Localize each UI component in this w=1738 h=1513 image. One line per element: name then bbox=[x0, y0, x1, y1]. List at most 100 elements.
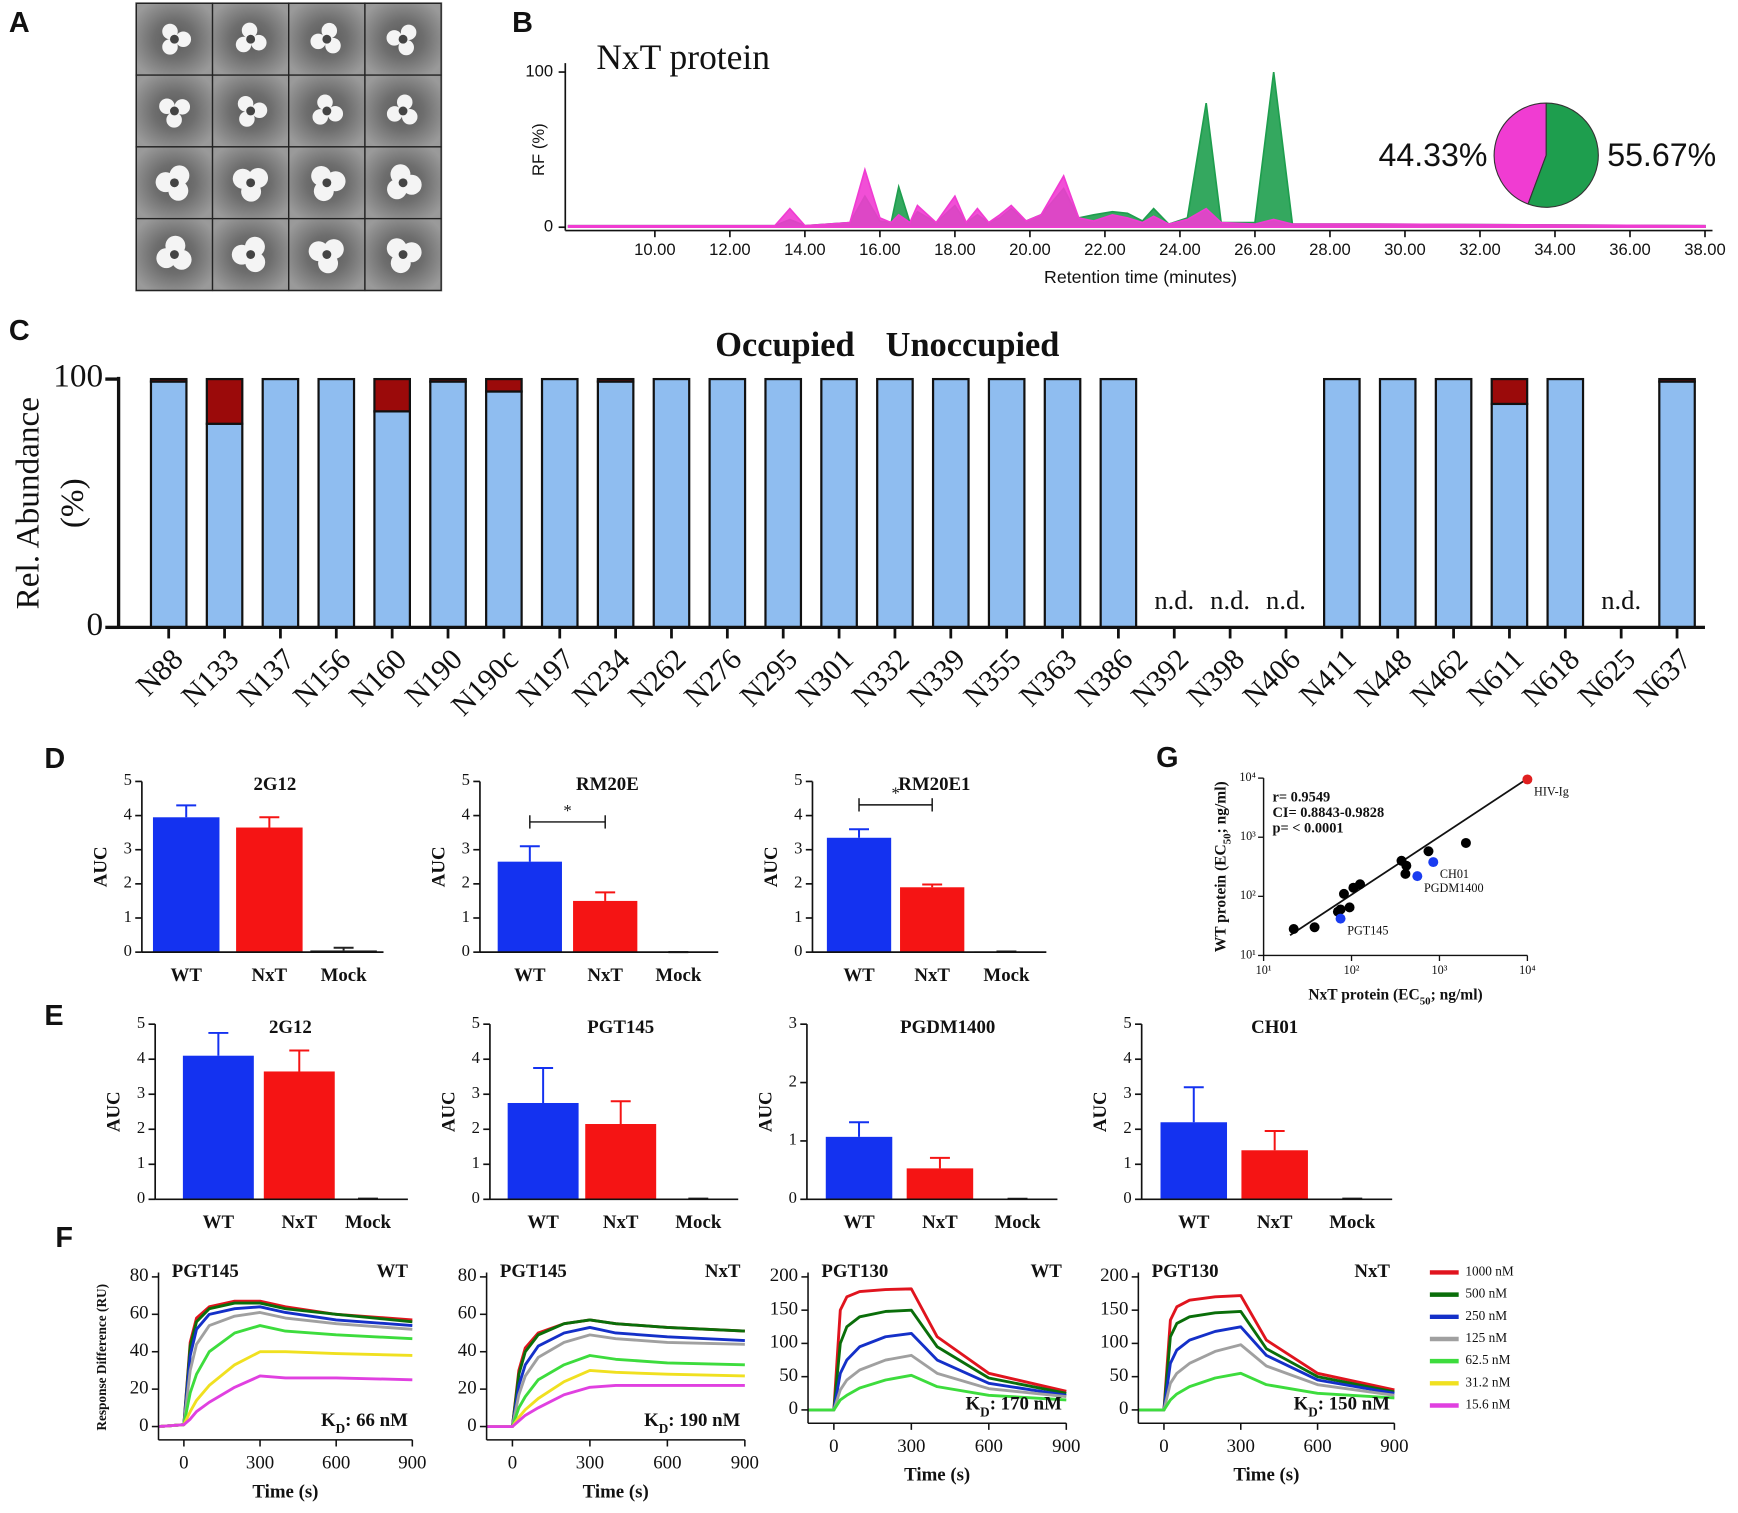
point-label: PGDM1400 bbox=[1424, 881, 1484, 895]
sensorgram bbox=[1138, 1325, 1395, 1412]
bar-segment bbox=[1490, 377, 1529, 406]
x-tick-label: 10⁴ bbox=[1519, 963, 1535, 977]
pie-slice bbox=[1493, 102, 1547, 205]
y-tick-label: 2 bbox=[472, 1118, 480, 1137]
error-bar bbox=[849, 1121, 869, 1137]
bar-segment bbox=[1546, 377, 1585, 629]
kd-label-part: K bbox=[966, 1394, 981, 1415]
point bbox=[1400, 868, 1411, 879]
x-tick-label: NxT bbox=[603, 1212, 639, 1233]
condition-label: WT bbox=[1030, 1261, 1062, 1282]
y-tick-label: 1 bbox=[472, 1153, 480, 1172]
particle-lobe bbox=[241, 181, 262, 202]
annotation: p= < 0.0001 bbox=[1272, 820, 1343, 836]
y-axis-label: AUC bbox=[755, 1091, 776, 1132]
particle-lobe bbox=[241, 22, 258, 39]
sensorgram bbox=[1138, 1343, 1395, 1412]
error-bar bbox=[533, 1066, 554, 1103]
image-cell bbox=[135, 217, 214, 292]
y-tick-label: 100 bbox=[770, 1332, 798, 1353]
x-tick-label: 600 bbox=[653, 1453, 681, 1474]
x-tick-label: 20.00 bbox=[1009, 240, 1051, 259]
annotation: n.d. bbox=[1210, 585, 1250, 615]
bar-segment bbox=[596, 380, 635, 629]
x-tick-label: 28.00 bbox=[1309, 240, 1351, 259]
y-tick-label: 150 bbox=[770, 1298, 798, 1319]
y-tick-label: 5 bbox=[1123, 1013, 1131, 1032]
x-tick-label: 0 bbox=[179, 1453, 188, 1474]
particle-core bbox=[398, 34, 408, 44]
point bbox=[1355, 879, 1366, 890]
y-tick-label: 2 bbox=[794, 873, 802, 892]
y-tick-label: 80 bbox=[130, 1265, 149, 1286]
point bbox=[1288, 924, 1299, 935]
annotation: r= 0.9549 bbox=[1272, 789, 1330, 805]
x-tick-label: 0 bbox=[829, 1436, 838, 1457]
y-tick-label: 20 bbox=[130, 1377, 149, 1398]
y-tick-label: 0 bbox=[789, 1398, 798, 1419]
x-tick-label: 600 bbox=[1303, 1436, 1331, 1457]
chart-title: PGT145 bbox=[172, 1261, 239, 1282]
legend-label: 15.6 nM bbox=[1465, 1397, 1510, 1412]
bar bbox=[906, 1168, 974, 1200]
y-tick-label: 0 bbox=[794, 941, 802, 960]
legend-label: Unoccupied bbox=[886, 326, 1060, 364]
chart-title: PGT145 bbox=[500, 1261, 567, 1282]
y-tick-label: 0 bbox=[544, 217, 553, 236]
bar-segment bbox=[1658, 380, 1696, 629]
x-tick-label: 600 bbox=[975, 1436, 1003, 1457]
kd-label-part: D bbox=[659, 1421, 669, 1436]
y-tick-label: 60 bbox=[130, 1303, 149, 1324]
sensorgram bbox=[158, 1374, 413, 1428]
y-tick-label: 0 bbox=[86, 606, 103, 643]
y-tick-label: 10¹ bbox=[1240, 947, 1256, 961]
particle-lobe bbox=[175, 31, 192, 47]
bar bbox=[1160, 1122, 1228, 1200]
chart-title: RM20E1 bbox=[898, 774, 970, 795]
y-tick-label: 200 bbox=[1100, 1265, 1128, 1286]
y-tick-label: 4 bbox=[472, 1048, 481, 1067]
x-tick-label: NxT bbox=[252, 965, 288, 986]
pie-slice bbox=[1527, 102, 1599, 208]
y-tick-label: 50 bbox=[1110, 1365, 1129, 1386]
significance-label: * bbox=[891, 784, 899, 803]
particle-core bbox=[246, 106, 256, 116]
bar bbox=[507, 1102, 579, 1200]
x-tick-label: 30.00 bbox=[1384, 240, 1426, 259]
y-tick-label: 1 bbox=[1123, 1153, 1131, 1172]
point bbox=[1335, 904, 1346, 915]
legend-label: 500 nM bbox=[1465, 1286, 1507, 1301]
x-tick-label: 300 bbox=[1227, 1436, 1255, 1457]
fit-line bbox=[1289, 777, 1528, 936]
kd-label-part: K bbox=[644, 1410, 659, 1431]
kd-label-part: : 190 nM bbox=[668, 1410, 740, 1431]
x-tick-label: Mock bbox=[321, 965, 368, 986]
point-label: CH01 bbox=[1440, 867, 1469, 881]
sensorgram bbox=[486, 1333, 745, 1428]
x-tick-label: 10³ bbox=[1432, 963, 1448, 977]
kd-label-part: D bbox=[980, 1404, 990, 1419]
particle-core bbox=[170, 34, 179, 44]
x-tick-label: 36.00 bbox=[1609, 240, 1651, 259]
kd-label-part: D bbox=[1308, 1404, 1318, 1419]
bar bbox=[236, 827, 303, 953]
y-tick-label: 2 bbox=[124, 873, 132, 892]
particle-lobe bbox=[317, 94, 333, 111]
x-tick-label: NxT bbox=[587, 965, 623, 986]
sensorgram bbox=[158, 1324, 413, 1428]
y-tick-label: 50 bbox=[779, 1365, 798, 1386]
chart-title: 2G12 bbox=[253, 774, 296, 795]
x-tick-label: Mock bbox=[675, 1212, 722, 1233]
x-tick-label: 10² bbox=[1344, 963, 1360, 977]
particle-core bbox=[246, 250, 256, 259]
sensorgram bbox=[158, 1350, 413, 1428]
x-axis-label: Retention time (minutes) bbox=[1044, 267, 1237, 287]
chart-title: PGT130 bbox=[821, 1261, 888, 1282]
y-axis-label: RF (%) bbox=[529, 123, 548, 176]
sensorgram bbox=[1138, 1310, 1395, 1412]
annotation: CI= 0.8843-0.9828 bbox=[1272, 805, 1384, 821]
x-tick-label: Mock bbox=[983, 965, 1030, 986]
bar-segment bbox=[1323, 377, 1361, 629]
condition-label: NxT bbox=[1354, 1261, 1390, 1282]
y-tick-label: 3 bbox=[462, 839, 470, 858]
